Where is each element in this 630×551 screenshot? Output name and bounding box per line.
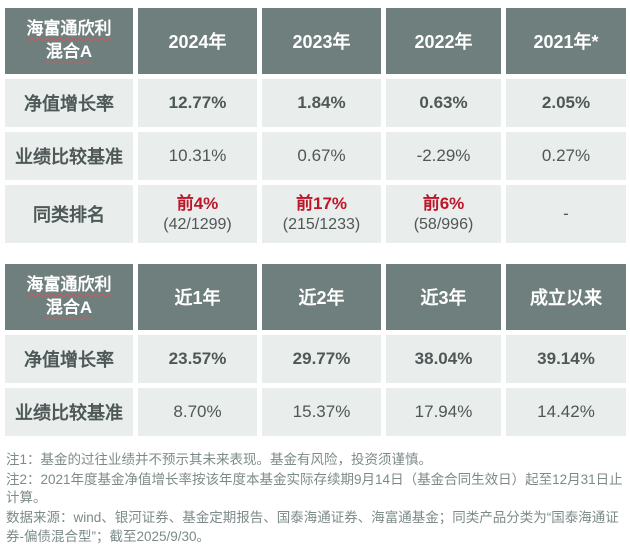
annual-performance-table: 海富通欣利 混合A 2024年 2023年 2022年 2021年* 净值增长率… [5, 8, 626, 243]
rank-detail-2022: (58/996) [413, 215, 474, 233]
net-growth-2022: 0.63% [386, 79, 501, 127]
rank-detail-2023: (215/1233) [282, 215, 361, 233]
col-header-2023: 2023年 [262, 8, 381, 74]
benchmark-2yr: 15.37% [262, 388, 381, 436]
col-header-2022: 2022年 [386, 8, 501, 74]
row-label-net-growth: 净值增长率 [5, 79, 133, 127]
row-label-net-growth: 净值增长率 [5, 335, 133, 383]
rank-pct-2023: 前17% [295, 194, 348, 214]
benchmark-3yr: 17.94% [386, 388, 501, 436]
net-growth-inception: 39.14% [506, 335, 626, 383]
fund-name-line1: 海富通欣利 [26, 19, 112, 39]
rank-pct-2024: 前4% [176, 194, 219, 214]
col-header-2024: 2024年 [138, 8, 257, 74]
rank-pct-2022: 前6% [422, 194, 465, 214]
footnotes: 注1：基金的过往业绩并不预示其未来表现。基金有风险，投资须谨慎。 注2：2021… [6, 451, 624, 546]
net-growth-3yr: 38.04% [386, 335, 501, 383]
fund-name-line2: 混合A [45, 42, 93, 61]
peer-rank-2023: 前17% (215/1233) [262, 185, 381, 243]
net-growth-1yr: 23.57% [138, 335, 257, 383]
benchmark-2022: -2.29% [386, 132, 501, 180]
table1-corner-header: 海富通欣利 混合A [5, 8, 133, 74]
benchmark-2024: 10.31% [138, 132, 257, 180]
row-label-benchmark: 业绩比较基准 [5, 132, 133, 180]
col-header-2yr: 近2年 [262, 264, 381, 330]
table2-corner-header: 海富通欣利 混合A [5, 264, 133, 330]
benchmark-2021: 0.27% [506, 132, 626, 180]
peer-rank-2024: 前4% (42/1299) [138, 185, 257, 243]
col-header-3yr: 近3年 [386, 264, 501, 330]
period-performance-table: 海富通欣利 混合A 近1年 近2年 近3年 成立以来 净值增长率 23.57% … [5, 264, 626, 436]
col-header-1yr: 近1年 [138, 264, 257, 330]
net-growth-2021: 2.05% [506, 79, 626, 127]
benchmark-1yr: 8.70% [138, 388, 257, 436]
col-header-inception: 成立以来 [506, 264, 626, 330]
net-growth-2024: 12.77% [138, 79, 257, 127]
fund-name-line1: 海富通欣利 [26, 275, 112, 295]
benchmark-inception: 14.42% [506, 388, 626, 436]
peer-rank-2021: - [506, 185, 626, 243]
benchmark-2023: 0.67% [262, 132, 381, 180]
col-header-2021: 2021年* [506, 8, 626, 74]
fund-name-line2: 混合A [45, 298, 93, 317]
footnote-data-source: 数据来源：wind、银河证券、基金定期报告、国泰海通证券、海富通基金；同类产品分… [6, 509, 619, 544]
peer-rank-2022: 前6% (58/996) [386, 185, 501, 243]
row-label-benchmark: 业绩比较基准 [5, 388, 133, 436]
rank-detail-2024: (42/1299) [163, 215, 232, 233]
row-label-peer-rank: 同类排名 [5, 185, 133, 243]
footnote-1: 注1：基金的过往业绩并不预示其未来表现。基金有风险，投资须谨慎。 [6, 452, 433, 467]
footnote-2: 注2：2021年度基金净值增长率按该年度本基金实际存续期9月14日（基金合同生效… [6, 471, 623, 506]
net-growth-2023: 1.84% [262, 79, 381, 127]
net-growth-2yr: 29.77% [262, 335, 381, 383]
